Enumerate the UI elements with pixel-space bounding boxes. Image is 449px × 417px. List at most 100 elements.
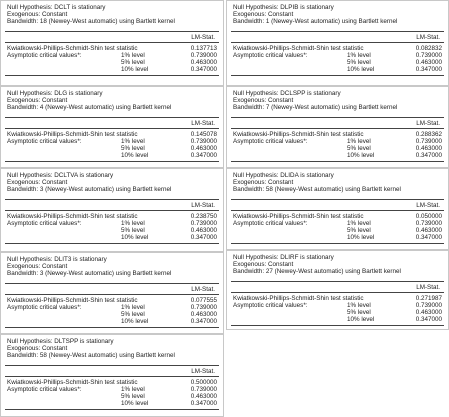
rule bbox=[5, 210, 219, 211]
level-label: 5% level bbox=[121, 227, 145, 234]
hypothesis: Null Hypothesis: DLG is stationary bbox=[7, 90, 103, 97]
rule bbox=[5, 243, 219, 244]
level-label: 10% level bbox=[347, 234, 375, 241]
bandwidth: Bandwidth: 58 (Newey-West automatic) usi… bbox=[7, 352, 175, 359]
critical-label: Asymptotic critical values*: bbox=[233, 302, 308, 309]
stat-label: Kwiatkowski-Phillips-Schmidt-Shin test s… bbox=[233, 213, 364, 220]
rule bbox=[231, 161, 444, 162]
level-value: 0.347000 bbox=[415, 152, 442, 159]
stat-value: 0.077555 bbox=[190, 297, 217, 304]
rule bbox=[231, 243, 444, 244]
critical-label: Asymptotic critical values*: bbox=[7, 138, 82, 145]
rule bbox=[5, 128, 219, 129]
stat-value: 0.500000 bbox=[190, 379, 217, 386]
level-value: 0.347000 bbox=[190, 152, 217, 159]
test-panel: Null Hypothesis: DLG is stationary Exogen… bbox=[0, 86, 224, 168]
column-header: LM-Stat. bbox=[416, 284, 440, 291]
level-label: 5% level bbox=[347, 59, 371, 66]
column-header: LM-Stat. bbox=[191, 368, 215, 375]
stat-value: 0.271987 bbox=[415, 295, 442, 302]
stat-value: 0.082832 bbox=[415, 45, 442, 52]
level-value: 0.347000 bbox=[415, 316, 442, 323]
hypothesis: Null Hypothesis: DLTSPP is stationary bbox=[7, 338, 114, 345]
critical-label: Asymptotic critical values*: bbox=[7, 220, 82, 227]
level-value: 0.463000 bbox=[190, 393, 217, 400]
level-label: 10% level bbox=[121, 152, 149, 159]
column-header: LM-Stat. bbox=[416, 202, 440, 209]
stat-label: Kwiatkowski-Phillips-Schmidt-Shin test s… bbox=[7, 45, 138, 52]
level-label: 5% level bbox=[347, 145, 371, 152]
level-value: 0.739000 bbox=[415, 52, 442, 59]
rule bbox=[231, 117, 444, 118]
column-header: LM-Stat. bbox=[416, 34, 440, 41]
bandwidth: Bandwidth: 7 (Newey-West automatic) usin… bbox=[233, 104, 398, 111]
critical-label: Asymptotic critical values*: bbox=[7, 386, 82, 393]
stat-value: 0.137713 bbox=[190, 45, 217, 52]
bandwidth: Bandwidth: 1 (Newey-West automatic) usin… bbox=[233, 18, 398, 25]
level-value: 0.739000 bbox=[415, 138, 442, 145]
level-value: 0.739000 bbox=[415, 302, 442, 309]
rule bbox=[5, 42, 219, 43]
rule bbox=[5, 117, 219, 118]
level-label: 10% level bbox=[121, 400, 149, 407]
level-label: 1% level bbox=[347, 302, 371, 309]
hypothesis: Null Hypothesis: DLIDA is stationary bbox=[233, 172, 334, 179]
test-panel: Null Hypothesis: DLIRF is stationary Exog… bbox=[226, 250, 449, 330]
rule bbox=[5, 409, 219, 410]
hypothesis: Null Hypothesis: DCLT is stationary bbox=[7, 4, 106, 11]
column-header: LM-Stat. bbox=[416, 120, 440, 127]
level-value: 0.463000 bbox=[190, 227, 217, 234]
bandwidth: Bandwidth: 3 (Newey-West automatic) usin… bbox=[7, 270, 172, 277]
exogenous: Exogenous: Constant bbox=[7, 263, 68, 270]
stat-value: 0.050000 bbox=[415, 213, 442, 220]
rule bbox=[231, 292, 444, 293]
rule bbox=[5, 376, 219, 377]
test-panel: Null Hypothesis: DCLTVA is stationary Exo… bbox=[0, 168, 224, 252]
exogenous: Exogenous: Constant bbox=[233, 261, 294, 268]
hypothesis: Null Hypothesis: DLIT3 is stationary bbox=[7, 256, 107, 263]
exogenous: Exogenous: Constant bbox=[7, 345, 68, 352]
level-value: 0.463000 bbox=[190, 59, 217, 66]
level-value: 0.739000 bbox=[190, 220, 217, 227]
bandwidth: Bandwidth: 3 (Newey-West automatic) usin… bbox=[7, 186, 172, 193]
level-label: 1% level bbox=[347, 52, 371, 59]
rule bbox=[231, 75, 444, 76]
test-panel: Null Hypothesis: DLIDA is stationary Exog… bbox=[226, 168, 449, 250]
level-label: 10% level bbox=[347, 316, 375, 323]
level-label: 5% level bbox=[347, 309, 371, 316]
stat-label: Kwiatkowski-Phillips-Schmidt-Shin test s… bbox=[7, 297, 138, 304]
rule bbox=[231, 42, 444, 43]
level-value: 0.347000 bbox=[415, 234, 442, 241]
level-value: 0.463000 bbox=[190, 145, 217, 152]
rule bbox=[231, 128, 444, 129]
bandwidth: Bandwidth: 18 (Newey-West automatic) usi… bbox=[7, 18, 175, 25]
stat-label: Kwiatkowski-Phillips-Schmidt-Shin test s… bbox=[233, 45, 364, 52]
stat-label: Kwiatkowski-Phillips-Schmidt-Shin test s… bbox=[233, 295, 364, 302]
level-value: 0.347000 bbox=[190, 400, 217, 407]
level-value: 0.463000 bbox=[415, 309, 442, 316]
critical-label: Asymptotic critical values*: bbox=[233, 138, 308, 145]
level-label: 1% level bbox=[121, 52, 145, 59]
level-label: 10% level bbox=[121, 234, 149, 241]
level-value: 0.739000 bbox=[190, 138, 217, 145]
stat-label: Kwiatkowski-Phillips-Schmidt-Shin test s… bbox=[7, 213, 138, 220]
level-label: 5% level bbox=[121, 145, 145, 152]
exogenous: Exogenous: Constant bbox=[7, 97, 68, 104]
level-label: 5% level bbox=[121, 393, 145, 400]
level-label: 1% level bbox=[347, 138, 371, 145]
critical-label: Asymptotic critical values*: bbox=[233, 52, 308, 59]
exogenous: Exogenous: Constant bbox=[233, 11, 294, 18]
test-panel: Null Hypothesis: DCLSPP is stationary Exo… bbox=[226, 86, 449, 168]
critical-label: Asymptotic critical values*: bbox=[233, 220, 308, 227]
rule bbox=[231, 210, 444, 211]
rule bbox=[231, 31, 444, 32]
column-header: LM-Stat. bbox=[191, 202, 215, 209]
bandwidth: Bandwidth: 58 (Newey-West automatic) usi… bbox=[233, 186, 401, 193]
level-value: 0.347000 bbox=[190, 318, 217, 325]
stat-value: 0.145078 bbox=[190, 131, 217, 138]
level-value: 0.739000 bbox=[190, 52, 217, 59]
exogenous: Exogenous: Constant bbox=[233, 179, 294, 186]
level-value: 0.347000 bbox=[190, 234, 217, 241]
critical-label: Asymptotic critical values*: bbox=[7, 304, 82, 311]
